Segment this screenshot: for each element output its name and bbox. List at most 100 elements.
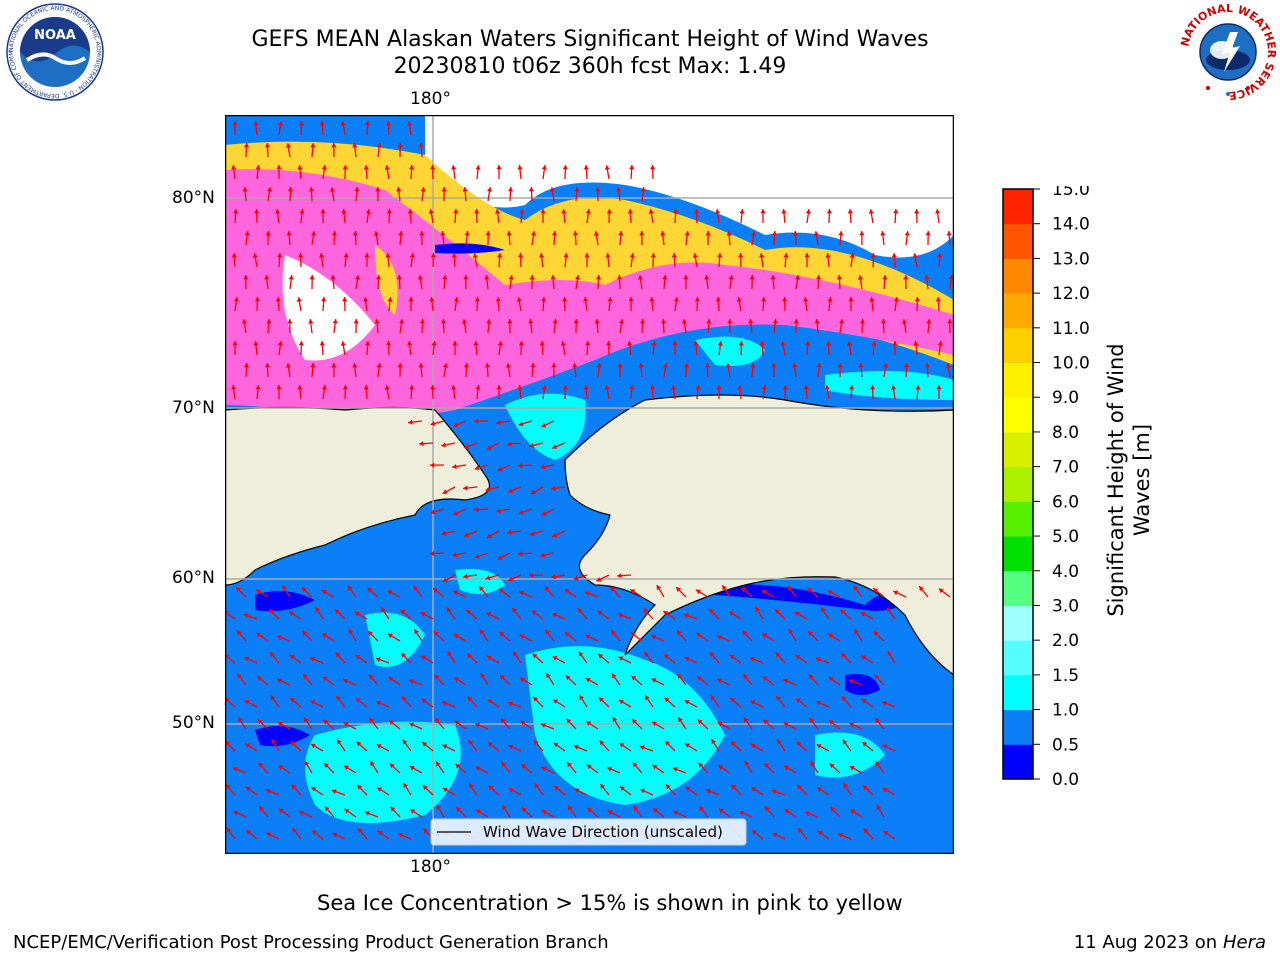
noaa-logo-icon: NATIONAL OCEANIC AND ATMOSPHERIC ADMINIS… xyxy=(5,2,104,101)
wind-arrow-head xyxy=(560,341,566,346)
wind-arrow-head xyxy=(644,651,650,657)
wind-arrow-head xyxy=(451,165,457,170)
wind-arrow-head xyxy=(578,608,583,614)
wind-arrow-head xyxy=(363,385,369,390)
wind-arrow-head xyxy=(901,319,908,324)
wind-arrow-head xyxy=(330,275,336,280)
wind-arrow-head xyxy=(414,629,419,635)
wind-arrow-head xyxy=(469,783,474,789)
wind-arrow-head xyxy=(290,698,296,703)
wind-arrow-head xyxy=(827,297,833,302)
lat-label-50: 50°N xyxy=(172,713,215,733)
wind-arrow-head xyxy=(289,654,295,660)
wind-arrow-head xyxy=(862,742,868,747)
wind-arrow-head xyxy=(310,231,317,236)
wind-arrow-head xyxy=(342,385,348,390)
wind-arrow-head xyxy=(631,675,637,681)
lat-label-80: 80°N xyxy=(172,188,215,208)
wind-arrow-head xyxy=(794,611,800,617)
wind-arrow-head xyxy=(684,231,690,236)
wind-arrow-head xyxy=(816,363,822,368)
wind-arrow-head xyxy=(309,275,315,280)
wind-arrow-head xyxy=(574,187,580,192)
wind-arrow-head xyxy=(270,695,276,701)
wind-arrow-head xyxy=(298,253,304,258)
wind-arrow-head xyxy=(475,385,481,390)
wind-arrow-head xyxy=(727,319,733,324)
wind-arrow-head xyxy=(541,297,547,302)
wind-arrow-head xyxy=(710,652,715,658)
wind-arrow-head xyxy=(795,698,801,704)
wind-arrow-head xyxy=(739,810,745,816)
wind-arrow-head xyxy=(420,612,426,617)
wind-arrow-head xyxy=(354,187,360,192)
wind-arrow-head xyxy=(651,634,657,640)
wind-arrow-head xyxy=(315,607,321,613)
wind-arrow-head xyxy=(750,363,756,368)
wind-arrow-head xyxy=(446,607,452,613)
wind-arrow-head xyxy=(650,165,656,170)
wind-arrow-head xyxy=(854,629,859,635)
wind-arrow-head xyxy=(810,761,815,767)
wind-arrow-head xyxy=(771,231,778,236)
colorbar-tick-label: 0.5 xyxy=(1052,735,1079,755)
wind-arrow-head xyxy=(948,275,954,280)
wind-arrow-head xyxy=(430,385,436,390)
wind-arrow-head xyxy=(774,609,780,615)
wind-arrow-head xyxy=(783,722,789,727)
wind-arrow-head xyxy=(402,739,408,745)
colorbar-tick-label: 13.0 xyxy=(1052,249,1090,269)
wind-arrow-head xyxy=(533,696,539,702)
wind-arrow-head xyxy=(452,552,457,558)
wind-arrow-head xyxy=(678,717,683,723)
wind-arrow-head xyxy=(706,788,711,794)
wind-arrow-head xyxy=(467,696,473,702)
wind-arrow-head xyxy=(358,828,363,834)
wind-arrow-head xyxy=(324,763,329,768)
wind-arrow-head xyxy=(507,701,513,707)
colorbar-tick-label: 10.0 xyxy=(1052,354,1090,374)
wind-arrow-head xyxy=(233,297,239,302)
wind-arrow-head xyxy=(541,422,547,428)
wind-arrow-head xyxy=(876,804,882,810)
wind-arrow-head xyxy=(243,363,250,368)
wind-arrow-head xyxy=(838,231,844,236)
wind-arrow-head xyxy=(540,209,546,214)
wind-arrow-head xyxy=(269,608,275,614)
wind-arrow-head xyxy=(903,363,910,368)
wind-arrow-head xyxy=(936,385,942,390)
wind-arrow-head xyxy=(848,679,854,684)
wind-arrow-head xyxy=(440,319,447,324)
wind-arrow-head xyxy=(254,297,260,302)
wind-arrow-head xyxy=(937,253,943,258)
wind-arrow-head xyxy=(551,485,556,491)
wind-arrow-head xyxy=(891,253,897,258)
wind-arrow-head xyxy=(742,630,748,636)
wind-arrow-head xyxy=(447,651,453,657)
wind-arrow-head xyxy=(717,341,723,346)
wind-arrow-head xyxy=(233,209,239,214)
wind-arrow-head xyxy=(684,656,690,662)
wind-arrow-head xyxy=(418,363,424,368)
wind-arrow-head xyxy=(377,830,383,836)
wind-arrow-head xyxy=(298,121,304,126)
wind-arrow-head xyxy=(830,806,836,812)
wind-arrow-head xyxy=(828,676,834,682)
wind-arrow-head xyxy=(348,628,354,634)
wind-arrow-head xyxy=(442,787,448,793)
wind-arrow-head xyxy=(264,275,270,280)
wind-arrow-head xyxy=(843,783,849,789)
wind-arrow-head xyxy=(352,231,359,236)
wind-arrow-head xyxy=(266,788,271,794)
wind-arrow-head xyxy=(517,165,523,170)
wind-arrow-head xyxy=(486,655,492,661)
wind-arrow-head xyxy=(275,297,281,302)
wind-arrow-head xyxy=(507,187,514,192)
colorbar-tick-label: 9.0 xyxy=(1052,388,1079,408)
wind-arrow-head xyxy=(255,385,261,390)
wind-arrow-head xyxy=(883,831,889,836)
wind-arrow-head xyxy=(310,656,315,662)
wind-arrow-head xyxy=(410,809,416,814)
wind-arrow-head xyxy=(398,231,404,236)
wind-arrow-head xyxy=(442,489,448,494)
